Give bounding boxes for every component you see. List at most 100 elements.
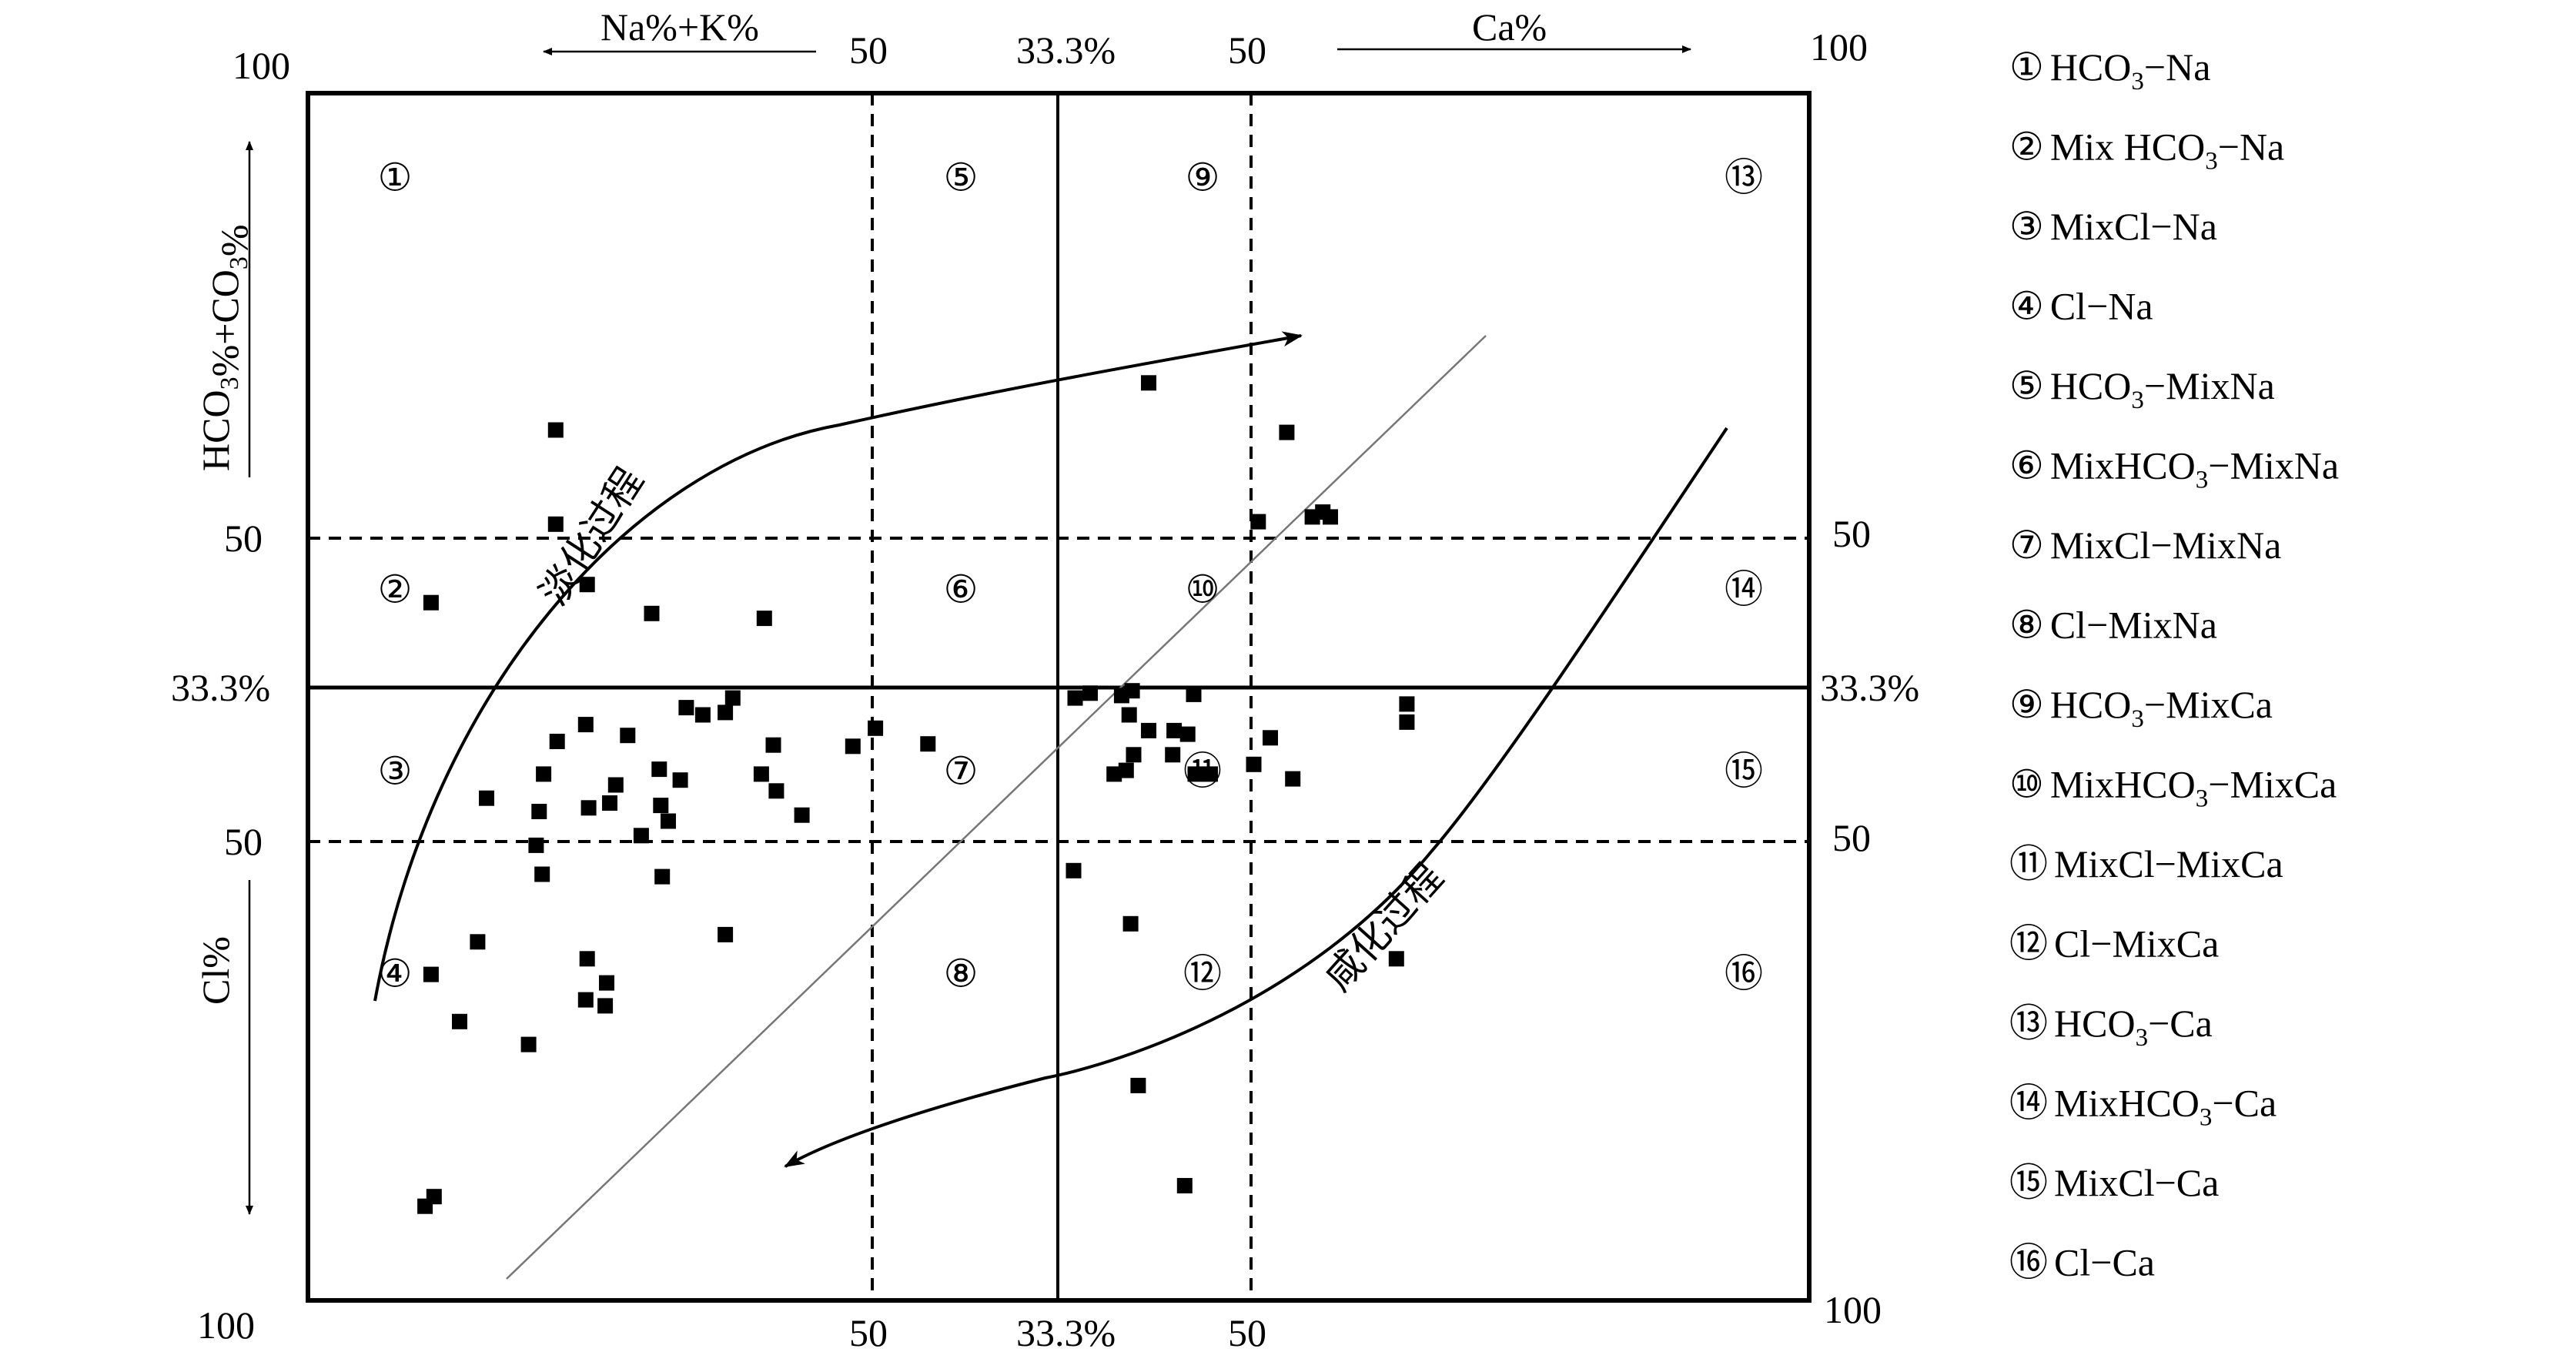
legend-number: ④	[2009, 285, 2044, 328]
legend-number: ⑫	[2009, 922, 2048, 965]
legend-label: MixCl−MixCa	[2054, 842, 2283, 885]
sample-point	[765, 737, 781, 753]
legend-number: ⑧	[2009, 604, 2044, 647]
sample-point	[423, 594, 439, 611]
sample-point	[661, 813, 676, 829]
sample-point	[1130, 1077, 1146, 1093]
legend-label-suffix: −MixCa	[2144, 683, 2273, 726]
sample-point	[528, 837, 544, 853]
na-k-axis-label: Na%+K%	[601, 5, 759, 49]
legend-subscript: 3	[2131, 705, 2144, 733]
diagonal-reference-line	[506, 335, 1487, 1280]
legend-number: ⑤	[2009, 364, 2044, 407]
sample-point	[672, 772, 688, 788]
legend-item-7: ⑦ MixCl−MixNa	[2009, 524, 2281, 567]
sample-point	[1263, 730, 1278, 746]
sample-point	[1315, 504, 1331, 520]
sample-point	[651, 761, 667, 778]
zone-number-16: ⑯	[1725, 952, 1763, 995]
legend-number: ⑩	[2009, 763, 2044, 806]
zone-number-13: ⑬	[1725, 156, 1763, 199]
sample-point	[1165, 747, 1181, 763]
salinization-process-label: 咸化过程	[1316, 855, 1452, 999]
sample-point	[1187, 766, 1203, 782]
legend-item-10: ⑩ MixHCO3−MixCa	[2009, 763, 2337, 813]
legend-number: ⑥	[2009, 444, 2044, 487]
sample-point	[1250, 514, 1266, 530]
sample-point	[599, 975, 614, 991]
sample-point	[1141, 375, 1156, 391]
left-tick-333: 33.3%	[171, 666, 270, 709]
sample-point	[1118, 762, 1134, 778]
freshening-process-arrow	[373, 331, 1303, 1002]
zone-number-1: ①	[378, 156, 413, 199]
sample-point	[1285, 771, 1301, 787]
hco3-axis-subscript: 3	[216, 376, 244, 390]
zone-number-3: ③	[378, 749, 413, 792]
sample-point	[423, 966, 439, 982]
legend-item-12: ⑫ Cl−MixCa	[2009, 922, 2219, 965]
bottom-tick-333: 33.3%	[1016, 1311, 1116, 1354]
hco3-axis-text: HCO	[194, 390, 237, 471]
hco3-co3-axis-label: HCO3%+CO3%	[194, 224, 256, 471]
sample-point	[549, 734, 565, 749]
sample-point	[1122, 915, 1139, 932]
zone-number-2: ②	[378, 567, 413, 611]
legend-label: MixCl−MixNa	[2050, 524, 2281, 567]
sample-point	[653, 798, 669, 814]
left-tick-50-bottom: 50	[224, 820, 263, 863]
sample-point	[845, 738, 861, 755]
sample-point	[577, 717, 594, 733]
sample-point	[577, 992, 594, 1008]
legend-item-5: ⑤ HCO3−MixNa	[2009, 364, 2275, 414]
legend-label-suffix: −Na	[2218, 125, 2285, 169]
top-tick-333: 33.3%	[1016, 28, 1116, 72]
legend-number: ⑬	[2009, 1002, 2048, 1045]
legend-label: HCO	[2050, 683, 2132, 726]
hco3-axis-text: %+CO	[203, 269, 246, 376]
legend: ① HCO3−Na② Mix HCO3−Na③ MixCl−Na④ Cl−Na⑤ HCO3…	[2009, 45, 2339, 1284]
sample-point	[417, 1198, 433, 1214]
legend-label: Cl−MixNa	[2050, 604, 2217, 647]
sample-point	[756, 611, 772, 627]
sample-point	[536, 766, 552, 782]
legend-item-15: ⑮ MixCl−Ca	[2009, 1161, 2219, 1204]
sample-point	[1399, 696, 1415, 712]
legend-item-13: ⑬ HCO3−Ca	[2009, 1002, 2213, 1052]
legend-label-suffix: −Ca	[2212, 1082, 2277, 1125]
sample-point	[597, 998, 614, 1014]
sample-point	[470, 934, 486, 950]
sample-point	[534, 866, 550, 882]
legend-label-suffix: −MixCa	[2208, 763, 2337, 806]
legend-subscript: 3	[2196, 467, 2209, 494]
legend-number: ⑦	[2009, 524, 2044, 567]
zone-number-5: ⑤	[944, 156, 979, 199]
right-tick-333: 33.3%	[1820, 666, 1919, 709]
sample-point	[531, 804, 547, 819]
sample-point	[1126, 747, 1142, 763]
legend-item-14: ⑭ MixHCO3−Ca	[2009, 1082, 2277, 1132]
sample-point	[753, 766, 769, 782]
sample-point	[620, 728, 636, 744]
legend-label: Mix HCO	[2050, 125, 2205, 169]
sample-point	[633, 828, 649, 844]
legend-label: Cl−Na	[2050, 285, 2153, 328]
legend-number: ①	[2009, 45, 2044, 89]
legend-label-suffix: −Ca	[2148, 1002, 2213, 1045]
sample-point	[1082, 685, 1098, 701]
legend-number: ③	[2009, 205, 2044, 248]
legend-label-suffix: −Na	[2144, 45, 2211, 89]
legend-number: ⑮	[2009, 1161, 2048, 1204]
hco3-axis-text: %	[212, 224, 256, 256]
sample-point	[794, 807, 810, 823]
sample-point	[1176, 1178, 1193, 1193]
sample-point	[1121, 707, 1137, 723]
top-tick-50-right: 50	[1228, 28, 1266, 72]
sample-point	[579, 951, 595, 967]
legend-item-6: ⑥ MixHCO3−MixNa	[2009, 444, 2339, 494]
top-tick-100-left: 100	[233, 44, 290, 87]
zone-number-4: ④	[378, 952, 413, 995]
top-tick-50-left: 50	[849, 28, 888, 72]
salinization-process-arrow	[784, 427, 1728, 1168]
